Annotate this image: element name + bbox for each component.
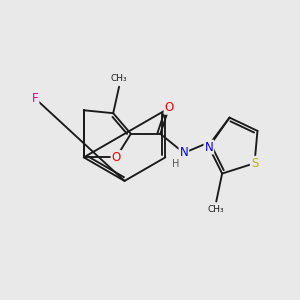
Text: O: O	[164, 101, 174, 114]
Text: N: N	[205, 141, 213, 154]
Text: CH₃: CH₃	[208, 205, 225, 214]
Text: O: O	[112, 151, 121, 164]
Text: H: H	[172, 159, 179, 169]
Text: S: S	[251, 157, 258, 170]
Text: N: N	[179, 146, 188, 159]
Text: F: F	[32, 92, 38, 105]
Text: CH₃: CH₃	[111, 74, 128, 83]
